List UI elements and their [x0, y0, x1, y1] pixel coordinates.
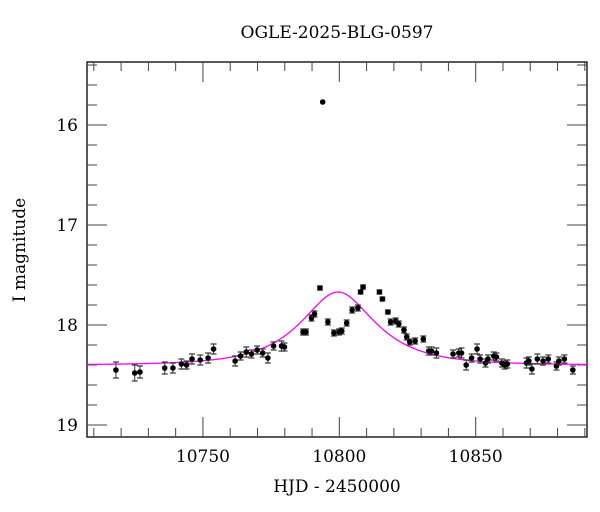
x-tick-label: 10850: [449, 447, 503, 467]
x-tick-labels: 10750 10800 10850: [176, 447, 503, 467]
data-point: [259, 348, 266, 358]
data-point: [357, 289, 364, 295]
data-point: [406, 338, 413, 346]
y-tick-labels: 16 17 18 19: [56, 116, 78, 436]
plot-frame: [86, 61, 588, 438]
data-point: [210, 343, 217, 355]
data-point: [281, 342, 288, 352]
data-point: [412, 337, 419, 345]
data-point: [112, 361, 119, 379]
data-point: [474, 343, 481, 355]
data-point: [384, 309, 391, 315]
data-point: [493, 352, 500, 362]
model-line: [86, 291, 588, 366]
data-point: [561, 354, 568, 364]
data-point: [534, 353, 541, 365]
data-point: [468, 353, 475, 363]
data-point: [303, 328, 310, 336]
data-point: [136, 365, 143, 379]
data-point: [545, 354, 552, 364]
data-point: [319, 99, 326, 105]
data-point: [343, 319, 350, 327]
y-tick-label: 17: [56, 216, 78, 236]
data-point: [243, 346, 250, 358]
data-point: [569, 365, 576, 375]
x-tick-label: 10800: [312, 447, 366, 467]
chart-title: OGLE-2025-BLG-0597: [241, 23, 434, 43]
data-point: [338, 327, 345, 335]
data-point: [189, 353, 196, 365]
data-point: [504, 359, 511, 369]
data-point: [420, 335, 427, 343]
data-point: [354, 304, 361, 312]
data-point: [387, 318, 394, 326]
data-point: [376, 289, 383, 295]
data-point: [205, 352, 212, 364]
y-tick-label: 16: [56, 116, 78, 136]
data-point: [264, 352, 271, 364]
data-point: [540, 356, 547, 366]
data-point: [428, 346, 435, 356]
data-point: [458, 347, 465, 359]
data-point: [197, 354, 204, 366]
x-tick-label: 10750: [176, 447, 230, 467]
data-point: [392, 317, 399, 325]
plot-area: [86, 61, 588, 438]
axis-ticks: [87, 62, 587, 437]
data-points: [112, 99, 576, 382]
data-point: [232, 355, 239, 367]
data-point: [525, 356, 532, 366]
data-point: [400, 326, 407, 334]
x-axis-label: HJD - 2450000: [273, 477, 401, 497]
data-point: [484, 354, 491, 364]
data-point: [161, 361, 168, 375]
data-point: [237, 351, 244, 361]
data-point: [395, 320, 402, 328]
data-point: [178, 358, 185, 370]
y-tick-label: 18: [56, 316, 78, 336]
data-point: [183, 360, 190, 370]
data-point: [311, 310, 318, 318]
data-point: [270, 341, 277, 351]
model-curve: [86, 291, 588, 366]
data-point: [463, 359, 470, 371]
data-point: [324, 318, 331, 326]
data-point: [316, 285, 323, 291]
data-point: [330, 329, 337, 337]
data-point: [433, 347, 440, 359]
data-point: [477, 354, 484, 364]
data-point: [379, 296, 386, 302]
data-point: [528, 363, 535, 375]
data-point: [349, 306, 356, 314]
data-point: [131, 364, 138, 382]
data-point: [360, 284, 367, 290]
y-tick-label: 19: [56, 416, 78, 436]
data-point: [169, 362, 176, 374]
data-point: [248, 349, 255, 359]
data-point: [555, 356, 562, 366]
y-axis-label: I magnitude: [10, 198, 30, 302]
data-point: [450, 349, 457, 359]
data-point: [254, 345, 261, 355]
